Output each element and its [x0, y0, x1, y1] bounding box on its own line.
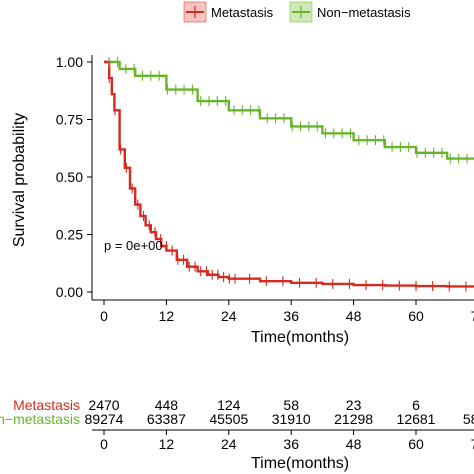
risk-x-tick-label: 48 [346, 436, 362, 452]
series-line-metastasis [104, 60, 474, 288]
y-tick-label: 0.25 [56, 227, 83, 243]
legend-label-metastasis: Metastasis [211, 5, 274, 20]
x-tick-label: 48 [346, 308, 362, 324]
x-axis-label: Time(months) [251, 329, 349, 346]
risk-x-tick-label: 12 [159, 436, 175, 452]
p-value-annotation: p = 0e+00 [104, 238, 163, 253]
y-axis-label: Survival probability [11, 113, 28, 247]
y-tick-label: 1.00 [56, 54, 83, 70]
survival-plot: Survival probability 0.00 0.25 0.50 0.75 1.0… [11, 54, 474, 346]
risk-table: Metastasis Non−metastasis 2470 448 124 58 23… [0, 397, 474, 472]
risk-value-metastasis: 2470 [88, 397, 119, 413]
risk-value-non-metastasis: 31910 [272, 411, 311, 427]
risk-value-metastasis: 6 [412, 397, 420, 413]
x-tick-label: 24 [221, 308, 237, 324]
risk-value-metastasis: 58 [283, 397, 299, 413]
risk-value-metastasis: 448 [155, 397, 179, 413]
risk-x-tick-label: 72 [471, 436, 474, 452]
risk-value-metastasis: 23 [346, 397, 362, 413]
y-tick-label: 0.75 [56, 112, 83, 128]
x-tick-label: 72 [471, 308, 474, 324]
legend: Metastasis Non−metastasis [183, 1, 411, 23]
x-tick-label: 12 [159, 308, 175, 324]
series-line-nonmetastasis [104, 60, 474, 160]
legend-label-nonmetastasis: Non−metastasis [317, 5, 411, 20]
risk-value-non-metastasis: 5832 [463, 411, 474, 427]
risk-x-tick-label: 24 [221, 436, 237, 452]
risk-value-non-metastasis: 21298 [334, 411, 373, 427]
risk-x-tick-label: 0 [100, 436, 108, 452]
y-tick-label: 0.00 [56, 284, 83, 300]
risk-x-tick-label: 60 [408, 436, 424, 452]
risk-value-non-metastasis: 45505 [209, 411, 248, 427]
y-tick-label: 0.50 [56, 169, 83, 185]
risk-value-non-metastasis: 89274 [85, 411, 124, 427]
risk-row-label-nonmetastasis: Non−metastasis [0, 411, 80, 427]
x-tick-label: 0 [100, 308, 108, 324]
risk-table-x-axis-label: Time(months) [251, 455, 349, 472]
risk-value-non-metastasis: 12681 [397, 411, 436, 427]
x-tick-label: 60 [408, 308, 424, 324]
risk-value-metastasis: 124 [217, 397, 241, 413]
risk-x-tick-label: 36 [283, 436, 299, 452]
x-tick-label: 36 [283, 308, 299, 324]
risk-row-label-metastasis: Metastasis [13, 397, 80, 413]
risk-value-non-metastasis: 63387 [147, 411, 186, 427]
